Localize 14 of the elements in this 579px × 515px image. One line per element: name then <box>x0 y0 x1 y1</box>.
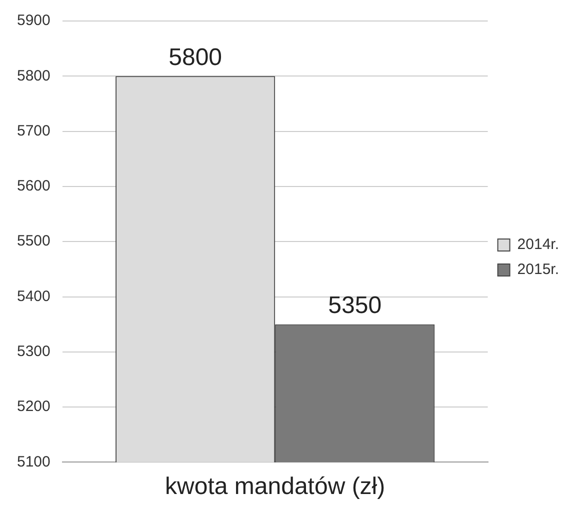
y-tick-label: 5500 <box>16 232 50 250</box>
y-tick-label: 5100 <box>16 453 50 470</box>
y-tick-label: 5800 <box>16 67 50 84</box>
data-label: 5350 <box>328 292 382 319</box>
y-tick-label: 5700 <box>16 122 50 140</box>
y-tick-label: 5600 <box>16 178 50 195</box>
x-tick-label: kwota mandatów (zł) <box>165 473 386 500</box>
legend-label: 2015r. <box>517 261 560 278</box>
legend-label: 2014r. <box>517 236 560 254</box>
y-tick-label: 5400 <box>16 288 50 305</box>
data-label: 5800 <box>168 44 222 71</box>
y-tick-label: 5300 <box>16 343 50 360</box>
y-tick-label: 5200 <box>16 398 50 416</box>
y-tick-label: 5900 <box>16 12 50 30</box>
